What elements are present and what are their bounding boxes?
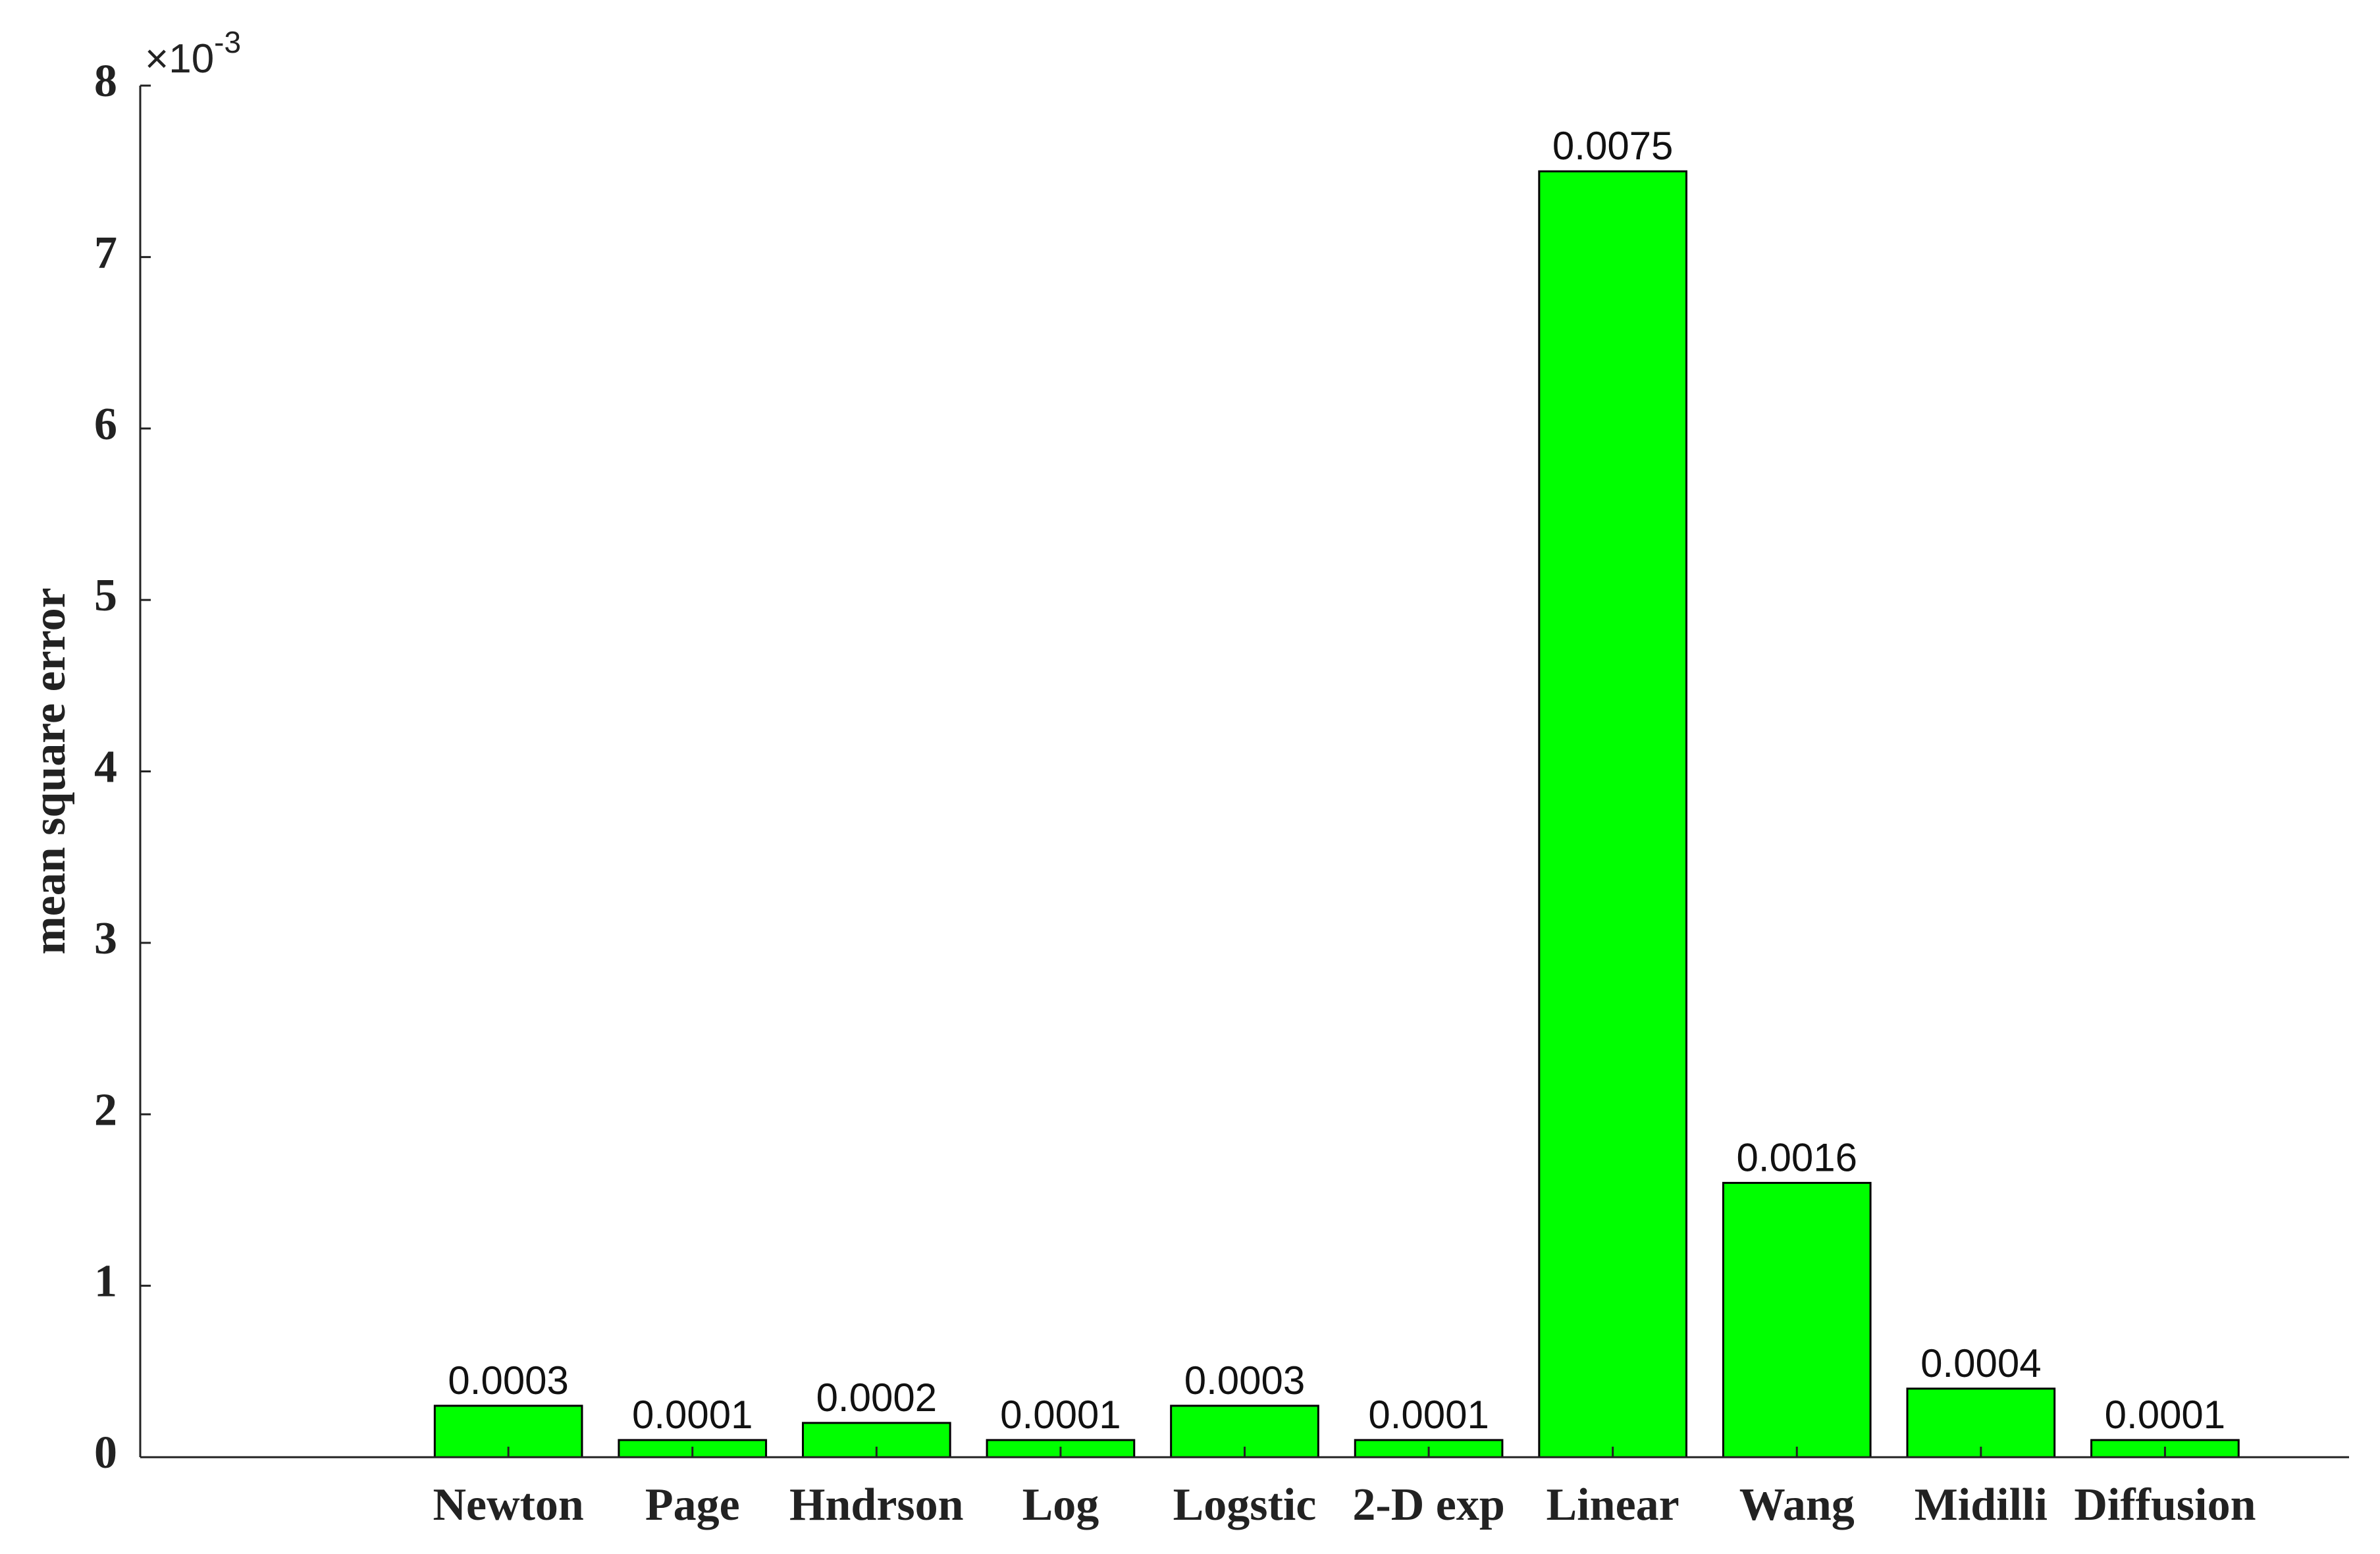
x-tick-label: Logstic xyxy=(1173,1480,1317,1530)
x-tick-label: Log xyxy=(1022,1480,1099,1530)
value-label: 0.0001 xyxy=(1368,1393,1489,1437)
y-multiplier-base: ×10 xyxy=(145,36,214,82)
x-tick-label: Wang xyxy=(1739,1480,1855,1530)
x-tick-label: Newton xyxy=(433,1480,583,1530)
y-tick-label: 2 xyxy=(94,1085,117,1135)
y-tick-label: 3 xyxy=(94,913,117,964)
x-tick-label: 2-D exp xyxy=(1352,1480,1504,1530)
value-label: 0.0001 xyxy=(1000,1393,1121,1437)
x-tick-label: Linear xyxy=(1547,1480,1679,1530)
value-label: 0.0001 xyxy=(2105,1393,2226,1437)
x-tick-label: Diffusion xyxy=(2074,1480,2256,1530)
value-label: 0.0002 xyxy=(816,1376,938,1420)
y-tick-label: 8 xyxy=(94,56,117,107)
y-tick-label: 7 xyxy=(94,227,117,278)
y-axis-label: mean square error xyxy=(24,587,75,954)
value-label: 0.0075 xyxy=(1552,124,1674,168)
bar xyxy=(1538,170,1687,1459)
value-label: 0.0004 xyxy=(1920,1341,2042,1385)
y-multiplier: ×10-3 xyxy=(145,25,241,82)
x-tick-label: Hndrson xyxy=(789,1480,964,1530)
y-tick-label: 0 xyxy=(94,1428,117,1478)
x-tick-label: Page xyxy=(645,1480,740,1530)
y-tick-label: 1 xyxy=(94,1256,117,1307)
value-label: 0.0016 xyxy=(1736,1135,1857,1179)
value-label: 0.0003 xyxy=(448,1358,569,1403)
x-tick-label: Midilli xyxy=(1915,1480,2048,1530)
y-tick-label: 6 xyxy=(94,399,117,450)
y-multiplier-exponent: -3 xyxy=(214,25,241,59)
y-tick-label: 5 xyxy=(94,570,117,621)
value-label: 0.0001 xyxy=(632,1393,753,1437)
bar xyxy=(1906,1387,2056,1459)
value-label: 0.0003 xyxy=(1184,1358,1306,1403)
bar xyxy=(1722,1181,1872,1459)
y-tick-label: 4 xyxy=(94,742,117,793)
